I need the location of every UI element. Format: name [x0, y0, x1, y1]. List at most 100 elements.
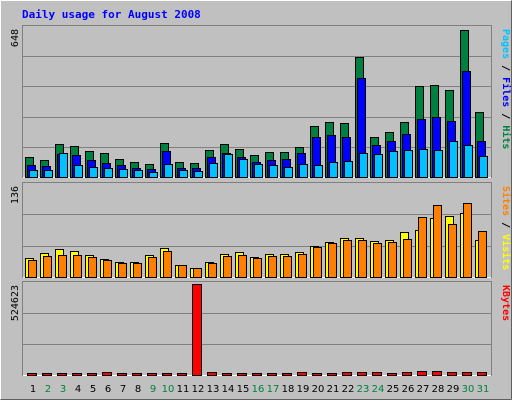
bottom-bar-kbytes [87, 373, 97, 376]
top-bar-pages [284, 167, 293, 178]
middle-bar-sites [388, 242, 397, 278]
bottom-bar-kbytes [417, 371, 427, 376]
top-bar-pages [374, 154, 383, 178]
middle-bar-sites [118, 263, 127, 278]
bottom-bar-kbytes [42, 373, 52, 376]
top-axis-max-label: 648 [10, 29, 21, 47]
x-tick-label-day: 16 [252, 384, 265, 395]
middle-bar-sites [478, 231, 487, 278]
bottom-bar-kbytes [192, 284, 202, 376]
legend-entry: Pages [500, 29, 511, 59]
middle-bar-sites [28, 260, 37, 278]
x-tick-label-day: 6 [105, 384, 111, 395]
middle-bar-sites [163, 251, 172, 278]
top-bar-pages [464, 145, 473, 178]
legend-entry: / [500, 216, 511, 234]
bottom-bar-kbytes [477, 372, 487, 376]
top-bar-pages [134, 170, 143, 178]
chart-title: Daily usage for August 2008 [22, 8, 201, 21]
top-bar-pages [269, 165, 278, 178]
x-tick-label-day: 4 [75, 384, 81, 395]
bottom-bar-kbytes [447, 372, 457, 376]
bottom-bar-kbytes [432, 371, 442, 376]
middle-bar-sites [193, 268, 202, 278]
legend-entry: / [500, 107, 511, 125]
x-tick-label-day: 20 [312, 384, 325, 395]
middle-bar-sites [373, 243, 382, 278]
middle-bar-sites [313, 247, 322, 278]
top-bar-pages [59, 153, 68, 178]
middle-bar-sites [148, 257, 157, 278]
middle-bar-sites [328, 243, 337, 278]
middle-bar-sites [103, 260, 112, 278]
middle-bar-sites [133, 263, 142, 278]
middle-bar-sites [208, 263, 217, 278]
bottom-bar-kbytes [312, 373, 322, 376]
top-bar-pages [479, 156, 488, 178]
middle-bar-sites [58, 255, 67, 278]
top-bar-pages [89, 167, 98, 178]
middle-bar-sites [88, 257, 97, 278]
bottom-bar-kbytes [372, 372, 382, 376]
top-bar-pages [44, 170, 53, 178]
bottom-bar-kbytes [342, 372, 352, 376]
x-tick-label-day: 31 [477, 384, 490, 395]
top-bar-pages [224, 154, 233, 178]
x-tick-label-day: 14 [222, 384, 235, 395]
top-bar-pages [389, 151, 398, 178]
x-tick-label-day: 17 [267, 384, 280, 395]
middle-bar-sites [73, 255, 82, 278]
top-bar-pages [194, 171, 203, 178]
top-series-legend: Pages / Files / Hits [500, 29, 512, 149]
middle-bar-sites [358, 240, 367, 278]
legend-entry: Sites [500, 186, 512, 216]
x-tick-label-day: 30 [462, 384, 475, 395]
x-tick-label-day: 19 [297, 384, 310, 395]
x-tick-label-day: 23 [357, 384, 370, 395]
bottom-bar-kbytes [117, 373, 127, 376]
legend-entry: Files [500, 77, 512, 107]
x-tick-label-day: 3 [60, 384, 66, 395]
x-tick-label-day: 1 [30, 384, 36, 395]
top-bar-pages [119, 169, 128, 178]
top-bar-pages [164, 164, 173, 178]
bottom-bar-kbytes [237, 373, 247, 376]
x-tick-label-day: 24 [372, 384, 385, 395]
middle-bar-sites [418, 217, 427, 278]
middle-bar-sites [253, 258, 262, 278]
x-tick-label-day: 22 [342, 384, 355, 395]
top-bar-pages [179, 170, 188, 178]
x-tick-label-day: 26 [402, 384, 415, 395]
middle-bar-sites [298, 254, 307, 278]
legend-entry: / [500, 59, 511, 77]
bottom-bar-kbytes [72, 373, 82, 376]
top-bar-pages [329, 162, 338, 178]
middle-axis-max-label: 136 [10, 186, 21, 204]
middle-bar-sites [283, 256, 292, 278]
legend-entry: Hits [500, 125, 512, 149]
middle-bar-sites [178, 265, 187, 278]
bottom-bar-kbytes [222, 373, 232, 376]
bottom-bar-kbytes [252, 373, 262, 376]
x-tick-label-day: 28 [432, 384, 445, 395]
bottom-panel-frame [22, 281, 492, 376]
top-bar-pages [74, 165, 83, 178]
bottom-bar-kbytes [327, 373, 337, 376]
x-tick-label-day: 11 [177, 384, 190, 395]
top-bar-pages [404, 150, 413, 178]
x-tick-label-day: 15 [237, 384, 250, 395]
middle-bar-sites [223, 256, 232, 278]
bottom-axis-max-label: 524623 [10, 285, 21, 321]
top-bar-pages [149, 172, 158, 178]
x-tick-label-day: 9 [150, 384, 156, 395]
middle-bar-sites [448, 224, 457, 278]
x-tick-label-day: 8 [135, 384, 141, 395]
x-tick-label-day: 27 [417, 384, 430, 395]
top-bar-pages [254, 164, 263, 178]
x-tick-label-day: 29 [447, 384, 460, 395]
top-bar-pages [209, 163, 218, 178]
x-tick-label-day: 13 [207, 384, 220, 395]
bottom-bar-kbytes [147, 373, 157, 376]
